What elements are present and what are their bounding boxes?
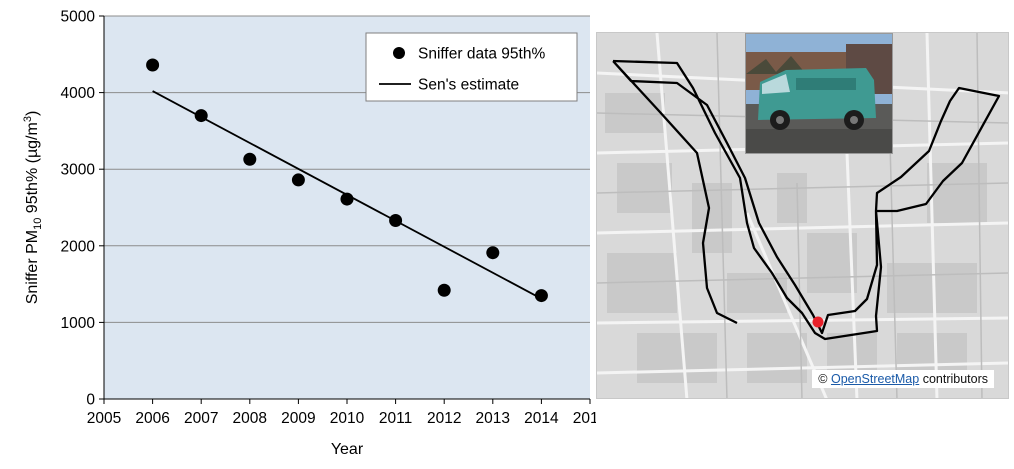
data-point (437, 283, 451, 297)
sniffer-van-photo (745, 33, 893, 154)
y-axis-label-pre: Sniffer PM (24, 230, 41, 304)
data-point (534, 289, 548, 303)
x-tick-label: 2006 (135, 410, 169, 427)
route-map: © OpenStreetMap contributors (596, 32, 1009, 399)
y-axis-label-mid: 95th% (µg/m (24, 122, 41, 217)
y-axis-label: Sniffer PM10 95th% (µg/m3) (22, 111, 44, 305)
data-point (291, 173, 305, 187)
attribution-prefix: © (818, 372, 831, 386)
x-tick-label: 2008 (233, 410, 267, 427)
legend-box (365, 32, 578, 102)
legend-marker-scatter (393, 47, 405, 59)
y-tick-label: 2000 (61, 238, 96, 255)
data-point (146, 58, 160, 72)
chart: 0 1000 2000 3000 4000 5000 2005 2006 2007 2008 200… (22, 9, 596, 459)
sens-estimate-line (152, 90, 542, 300)
attribution-suffix: contributors (919, 372, 988, 386)
openstreetmap-link[interactable]: OpenStreetMap (830, 372, 920, 386)
x-tick-label: 2009 (281, 410, 315, 427)
x-tick-label: 2014 (524, 410, 559, 427)
van-photo-drawing (746, 34, 892, 153)
y-tick-label: 4000 (61, 85, 96, 102)
sniffer-route (612, 59, 1001, 341)
legend-label-scatter: Sniffer data 95th% (418, 46, 545, 63)
y-tick-label: 0 (86, 392, 95, 409)
y-axis-label-post: ) (24, 111, 41, 116)
x-tick-label: 2005 (87, 410, 121, 427)
y-tick-label: 3000 (61, 162, 96, 179)
map-canvas (597, 33, 1008, 398)
x-tick-label: 2007 (184, 410, 218, 427)
legend-label-line: Sen's estimate (418, 77, 519, 94)
x-axis-label: Year (331, 441, 364, 458)
y-tick-label: 1000 (61, 315, 96, 332)
y-axis-label-sup: 3 (22, 116, 34, 122)
x-tick-label: 2011 (379, 410, 412, 427)
data-point (243, 152, 257, 166)
x-tick-label: 2012 (427, 410, 461, 427)
x-tick-label: 2013 (476, 410, 510, 427)
data-point (486, 246, 500, 260)
y-tick-label: 5000 (61, 9, 96, 26)
measurement-site-marker (812, 316, 824, 328)
x-tick-label: 2015 (573, 410, 596, 427)
x-tick-label: 2010 (330, 410, 365, 427)
y-axis-label-sub: 10 (32, 218, 44, 230)
map-attribution: © OpenStreetMap contributors (812, 370, 994, 388)
